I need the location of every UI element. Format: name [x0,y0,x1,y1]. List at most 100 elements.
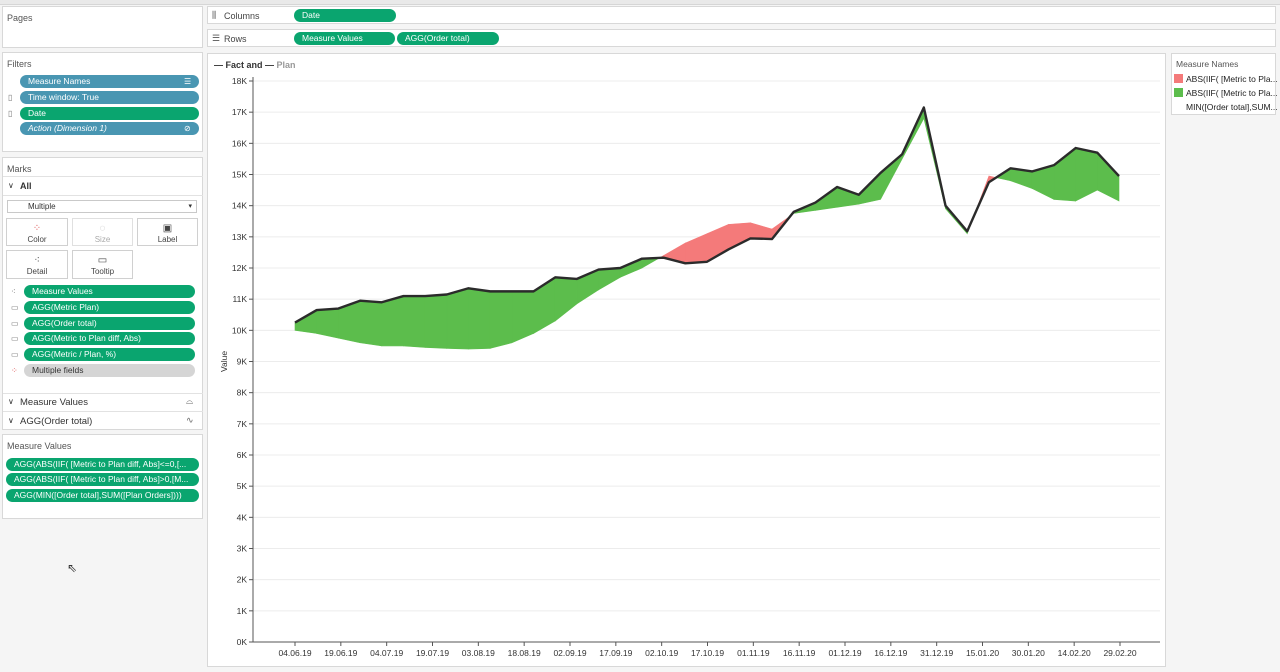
mark-field-measure-values[interactable]: Measure Values [24,285,195,298]
mark-field-metric-plan-pct[interactable]: AGG(Metric / Plan, %) [24,348,195,361]
pill-label: AGG(ABS(IIF( [Metric to Plan diff, Abs]>… [14,474,189,484]
filter-label: Measure Names [28,76,91,86]
y-tick-label: 11K [233,294,248,304]
negative-diff-area [728,222,751,250]
color-dots-icon: ⁘ [32,223,42,234]
color-card-button[interactable]: ⁘ Color [6,218,68,246]
legend-label[interactable]: ABS(IIF( [Metric to Pla... [1186,88,1278,98]
tooltip-icon: ▭ [11,319,19,328]
measure-value-pill[interactable]: AGG(ABS(IIF( [Metric to Plan diff, Abs]>… [6,473,199,486]
marks-title: Marks [7,164,32,174]
field-label: Measure Values [32,286,93,296]
filter-time-window[interactable]: Time window: True [20,91,199,104]
x-tick-label: 19.06.19 [324,648,357,658]
label-icon: ▣ [162,223,173,234]
y-tick-label: 15K [232,170,247,180]
pages-title: Pages [7,13,33,23]
card-label: Size [94,235,111,244]
filter-label: Time window: True [28,92,100,102]
marks-section-order-total[interactable]: AGG(Order total) [20,416,93,427]
view-panel[interactable]: — Fact and — Plan 0K 1K 2K 3K 4K 5K 6K 7K 8K 9K 10… [207,53,1166,667]
legend-title: Measure Names [1176,59,1239,69]
negative-diff-area [685,233,708,264]
positive-diff-area [511,291,534,344]
detail-card-button[interactable]: ⁖ Detail [6,250,68,279]
y-tick-label: 0K [237,637,248,647]
view-title-fact: — Fact and — [214,60,275,70]
measure-value-pill[interactable]: AGG(ABS(IIF( [Metric to Plan diff, Abs]<… [6,458,199,471]
marks-all-label[interactable]: All [20,181,32,191]
dropdown-arrow-icon: ▾ [188,203,192,210]
divider [3,176,203,177]
legend-panel[interactable]: Measure Names [1171,53,1276,115]
columns-shelf[interactable]: ⫼ Columns Date [207,6,1276,24]
y-tick-label: 10K [232,325,247,335]
y-tick-label: 17K [232,107,247,117]
filter-date[interactable]: Date [20,107,199,120]
positive-diff-area [316,308,339,339]
y-tick-label: 1K [237,606,248,616]
pill-label: AGG(MIN([Order total],SUM([Plan Orders])… [14,490,182,500]
chevron-down-icon[interactable]: ∨ [8,397,14,406]
rows-shelf[interactable]: ☰ Rows Measure Values AGG(Order total) [207,29,1276,47]
pill-label: Date [302,10,320,20]
x-tick-label: 17.09.19 [599,648,632,658]
mark-type-value: Multiple [28,202,56,211]
chevron-down-icon[interactable]: ∨ [8,181,14,190]
field-label: AGG(Metric / Plan, %) [32,349,117,359]
tooltip-icon: ▭ [11,303,19,312]
rows-pill-order-total[interactable]: AGG(Order total) [397,32,499,45]
pages-panel[interactable]: Pages [2,6,203,48]
filter-measure-names[interactable]: Measure Names [20,75,199,88]
view-title: — Fact and — Plan [214,60,296,70]
top-toolbar-strip [0,0,1280,5]
legend-label[interactable]: ABS(IIF( [Metric to Pla... [1186,74,1278,84]
y-tick-label: 8K [237,388,248,398]
size-card-button[interactable]: ◌ Size [72,218,133,246]
x-tick-label: 01.12.19 [828,648,861,658]
marks-section-measure-values[interactable]: Measure Values [20,397,88,408]
mark-field-metric-to-plan-diff[interactable]: AGG(Metric to Plan diff, Abs) [24,332,195,345]
columns-pill-date[interactable]: Date [294,9,396,22]
positive-diff-area [1097,151,1120,202]
chevron-down-icon[interactable]: ∨ [8,416,14,425]
x-tick-label: 04.07.19 [370,648,403,658]
legend-swatch-line[interactable] [1174,102,1183,111]
legend-swatch-negative[interactable] [1174,74,1183,83]
x-tick-label: 18.08.19 [508,648,541,658]
rows-icon: ☰ [212,33,221,43]
x-tick-label: 16.11.19 [783,648,816,658]
positive-diff-area [598,267,621,291]
mark-field-metric-plan[interactable]: AGG(Metric Plan) [24,301,195,314]
legend-swatch-positive[interactable] [1174,88,1183,97]
label-card-button[interactable]: ▣ Label [137,218,198,246]
lock-icon: ▯ [8,109,13,118]
y-tick-label: 13K [232,232,247,242]
y-tick-label: 9K [237,357,248,367]
mark-field-multiple-fields[interactable]: Multiple fields [24,364,195,377]
divider [3,393,203,394]
mouse-cursor-icon: ⇖ [67,561,78,575]
filter-action[interactable]: Action (Dimension 1) [20,122,199,135]
y-tick-label: 6K [237,450,248,460]
positive-diff-area [489,291,513,349]
x-tick-label: 02.09.19 [553,648,586,658]
detail-icon: ⁖ [11,287,16,296]
y-tick-label: 18K [232,76,247,86]
columns-icon: ⫼ [212,10,217,20]
x-tick-label: 01.11.19 [737,648,770,658]
legend-label[interactable]: MIN([Order total],SUM... [1186,102,1278,112]
field-label: AGG(Order total) [32,318,97,328]
rows-pill-measure-values[interactable]: Measure Values [294,32,395,45]
x-tick-label: 29.02.20 [1103,648,1136,658]
mark-field-order-total[interactable]: AGG(Order total) [24,317,195,330]
positive-diff-area [554,277,578,322]
lock-icon: ▯ [8,93,13,102]
divider [3,195,203,196]
tooltip-card-button[interactable]: ▭ Tooltip [72,250,133,279]
positive-diff-area [381,295,404,347]
chart-svg[interactable]: 0K 1K 2K 3K 4K 5K 6K 7K 8K 9K 10K 11K 12K 13K 14K 15K 16… [208,54,1165,666]
measure-value-pill[interactable]: AGG(MIN([Order total],SUM([Plan Orders])… [6,489,199,502]
negative-diff-area [750,222,773,240]
mark-type-dropdown[interactable]: Multiple ▾ [7,200,197,213]
